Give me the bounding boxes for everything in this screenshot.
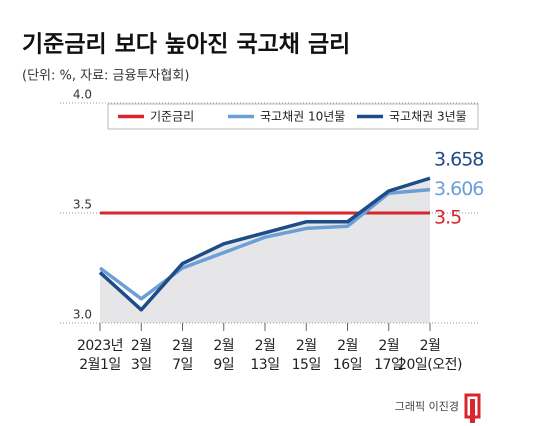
legend-label: 기준금리 [150, 110, 194, 124]
y-tick-label: 4.0 [73, 88, 92, 102]
value-label: 3.5 [434, 207, 461, 229]
area-fill [100, 178, 430, 323]
legend-box [107, 103, 479, 130]
x-tick-label: 2월 15일 [291, 338, 322, 373]
x-tick-label: 2월 13일 [250, 338, 280, 373]
x-tick-label: 2월 17일 [374, 338, 404, 373]
legend-label: 국고채권 3년물 [389, 110, 467, 124]
y-tick-label: 3.0 [73, 308, 92, 322]
x-tick-label: 2023년 2월1일 [76, 338, 124, 373]
legend: 기준금리 국고채권 10년물 국고채권 3년물 [107, 103, 479, 130]
x-tick-label: 2월 20일(오전) [398, 338, 462, 373]
x-tick-label: 2월 3일 [130, 338, 152, 373]
y-tick-label: 3.5 [73, 198, 92, 212]
value-label: 3.658 [434, 149, 483, 171]
logo [464, 393, 481, 423]
x-tick-label: 2월 9일 [213, 338, 235, 373]
x-tick-label: 2월 7일 [172, 338, 193, 373]
series-line [98, 187, 431, 301]
chart-title: 기준금리 보다 높아진 국고채 금리 [22, 32, 350, 58]
credit: 그래픽 이진경 [395, 400, 459, 413]
x-tick-label: 2월 16일 [332, 338, 363, 373]
value-label: 3.606 [434, 178, 483, 200]
legend-label: 국고채권 10년물 [260, 110, 345, 124]
chart-subtitle: (단위: %, 자료: 금융투자협회) [22, 69, 189, 84]
series-line [98, 176, 431, 312]
logo-bar [470, 399, 475, 423]
